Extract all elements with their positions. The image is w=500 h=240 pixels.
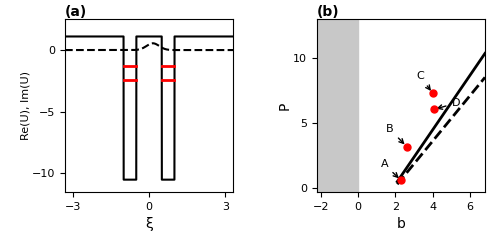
X-axis label: ξ: ξ <box>145 217 153 231</box>
Text: A: A <box>380 159 398 177</box>
Text: B: B <box>386 124 404 144</box>
Bar <box>317 19 358 192</box>
Y-axis label: Re(U), Im(U): Re(U), Im(U) <box>20 71 30 140</box>
Text: C: C <box>416 71 430 90</box>
Text: D: D <box>438 98 460 109</box>
X-axis label: b: b <box>396 217 406 231</box>
Y-axis label: P: P <box>278 102 292 110</box>
Text: (b): (b) <box>317 5 340 19</box>
Text: (a): (a) <box>65 5 88 19</box>
